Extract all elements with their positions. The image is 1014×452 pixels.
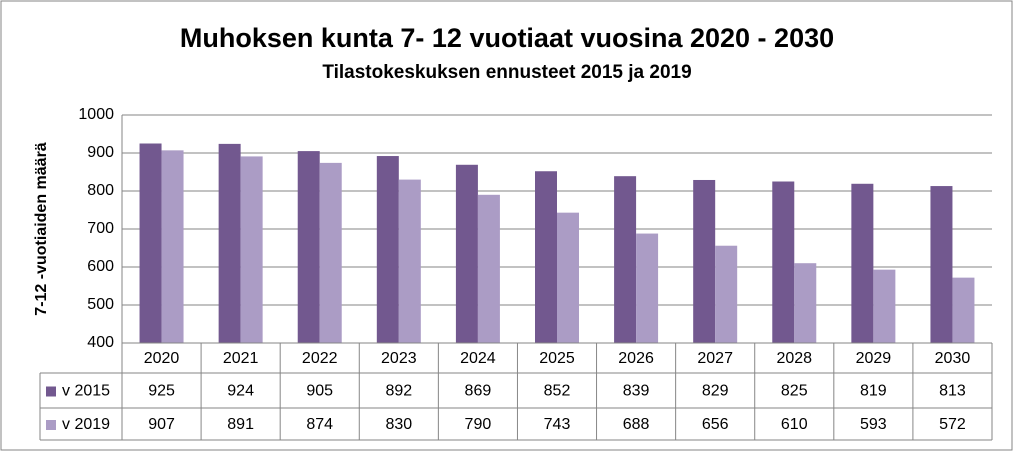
bar bbox=[376, 156, 399, 343]
bar bbox=[240, 156, 263, 343]
table-value: 790 bbox=[465, 416, 492, 433]
bar bbox=[715, 245, 738, 343]
bar bbox=[851, 183, 874, 343]
bar bbox=[319, 162, 342, 343]
bar bbox=[614, 176, 637, 343]
y-axis-label: 7-12 -vuotiaiden määrä bbox=[33, 142, 50, 316]
table-value: 925 bbox=[148, 383, 175, 400]
bar bbox=[398, 179, 421, 343]
x-tick-label: 2021 bbox=[223, 350, 259, 367]
bar bbox=[636, 233, 659, 343]
table-value: 819 bbox=[860, 383, 887, 400]
table-value: 891 bbox=[227, 416, 254, 433]
legend-label: v 2015 bbox=[62, 383, 110, 400]
x-tick-label: 2030 bbox=[935, 350, 971, 367]
table-value: 688 bbox=[623, 416, 650, 433]
bar bbox=[161, 150, 184, 343]
x-tick-label: 2022 bbox=[302, 350, 338, 367]
table-value: 830 bbox=[385, 416, 412, 433]
table-value: 874 bbox=[306, 416, 333, 433]
x-tick-label: 2026 bbox=[618, 350, 654, 367]
table-value: 610 bbox=[781, 416, 808, 433]
bar bbox=[693, 179, 716, 343]
table-value: 892 bbox=[385, 383, 412, 400]
bar bbox=[930, 186, 953, 343]
chart-title: Muhoksen kunta 7- 12 vuotiaat vuosina 20… bbox=[180, 23, 834, 53]
table-value: 924 bbox=[227, 383, 254, 400]
table-value: 572 bbox=[939, 416, 966, 433]
y-tick-label: 500 bbox=[87, 296, 114, 313]
legend-swatch bbox=[46, 420, 56, 430]
bar bbox=[873, 269, 896, 343]
y-tick-label: 1000 bbox=[78, 106, 114, 123]
bar bbox=[139, 143, 162, 343]
y-tick-label: 600 bbox=[87, 258, 114, 275]
y-tick-label: 800 bbox=[87, 182, 114, 199]
y-tick-label: 900 bbox=[87, 144, 114, 161]
y-tick-label: 400 bbox=[87, 334, 114, 351]
bar bbox=[535, 171, 557, 343]
bar bbox=[455, 164, 478, 343]
table-value: 829 bbox=[702, 383, 729, 400]
x-tick-label: 2025 bbox=[539, 350, 575, 367]
chart-subtitle: Tilastokeskuksen ennusteet 2015 ja 2019 bbox=[322, 62, 691, 83]
bar bbox=[297, 151, 320, 343]
table-value: 825 bbox=[781, 383, 808, 400]
table-value: 869 bbox=[465, 383, 492, 400]
x-tick-label: 2028 bbox=[776, 350, 812, 367]
legend-label: v 2019 bbox=[62, 416, 110, 433]
table-value: 852 bbox=[544, 383, 571, 400]
table-value: 907 bbox=[148, 416, 175, 433]
table-value: 839 bbox=[623, 383, 650, 400]
bar bbox=[218, 143, 241, 343]
bar bbox=[477, 194, 500, 343]
table-value: 593 bbox=[860, 416, 887, 433]
y-tick-label: 700 bbox=[87, 220, 114, 237]
bar bbox=[772, 181, 795, 343]
x-tick-label: 2024 bbox=[460, 350, 496, 367]
table-value: 656 bbox=[702, 416, 729, 433]
table-value: 743 bbox=[544, 416, 571, 433]
bar bbox=[557, 212, 579, 343]
table-value: 905 bbox=[306, 383, 333, 400]
bar bbox=[794, 263, 817, 343]
bar bbox=[952, 277, 975, 343]
x-tick-label: 2023 bbox=[381, 350, 417, 367]
x-tick-label: 2029 bbox=[856, 350, 892, 367]
x-tick-label: 2027 bbox=[697, 350, 733, 367]
table-value: 813 bbox=[939, 383, 966, 400]
legend-swatch bbox=[46, 386, 56, 397]
x-tick-label: 2020 bbox=[144, 350, 180, 367]
